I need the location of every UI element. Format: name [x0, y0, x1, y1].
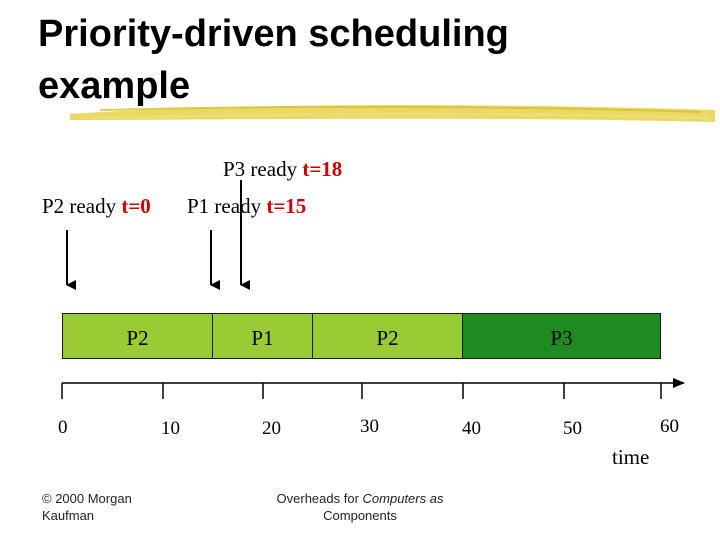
tick-label-0: 0: [58, 417, 68, 438]
tick-label-40: 40: [462, 418, 481, 439]
slide-title: Priority-driven scheduling example: [38, 8, 678, 112]
segment-p3: P3: [462, 313, 661, 359]
tick-label-20: 20: [262, 418, 281, 439]
axis-label-time: time: [612, 445, 650, 469]
segment-p1: P1: [212, 313, 313, 359]
tick-label-30: 30: [360, 416, 379, 437]
title-line-1: Priority-driven scheduling: [38, 13, 509, 55]
footer-course-title: Overheads for Computers as Components: [276, 491, 444, 523]
footer-copyright: © 2000 Morgan Kaufman: [42, 491, 132, 523]
p3-ready-label: P3 ready t=18: [223, 157, 343, 181]
tick-label-50: 50: [563, 418, 582, 439]
p1-ready-label: P1 ready t=15: [187, 194, 307, 218]
tick-label-10: 10: [161, 418, 180, 439]
segment-p2-first: P2: [62, 313, 213, 359]
title-line-2: example: [38, 65, 191, 107]
axis-ticks: [61, 383, 662, 399]
title-underline-swoosh: [70, 105, 715, 122]
tick-label-60: 60: [660, 416, 679, 437]
segment-p2-second: P2: [312, 313, 463, 359]
p2-ready-label: P2 ready t=0: [42, 194, 151, 218]
